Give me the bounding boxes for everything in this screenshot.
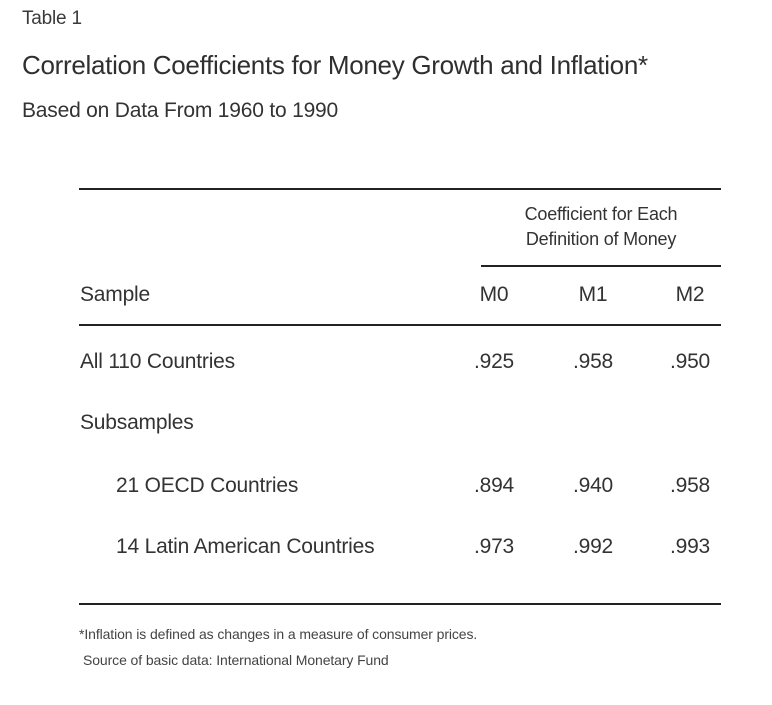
footnote-inflation: *Inflation is defined as changes in a me… xyxy=(79,626,478,642)
table-label: Table 1 xyxy=(22,8,82,29)
column-header-sample: Sample xyxy=(80,283,151,306)
cell-oecd-m0: .894 xyxy=(473,474,515,497)
cell-all-countries-m0: .925 xyxy=(473,350,515,373)
cell-latin-america-m0: .973 xyxy=(473,535,515,558)
cell-oecd-m2: .958 xyxy=(669,474,711,497)
cell-latin-america-m2: .993 xyxy=(669,535,711,558)
top-rule xyxy=(79,188,721,190)
header-rule xyxy=(79,324,721,326)
cell-oecd-m1: .940 xyxy=(572,474,614,497)
group-header: Coefficient for Each Definition of Money xyxy=(481,202,721,252)
row-label-oecd: 21 OECD Countries xyxy=(116,474,299,497)
group-header-rule xyxy=(481,265,721,267)
cell-all-countries-m1: .958 xyxy=(572,350,614,373)
column-header-m2: M2 xyxy=(675,283,705,306)
group-header-line1: Coefficient for Each xyxy=(524,204,678,224)
table-title: Correlation Coefficients for Money Growt… xyxy=(22,50,648,80)
bottom-rule xyxy=(79,603,721,605)
column-header-m0: M0 xyxy=(479,283,509,306)
cell-latin-america-m1: .992 xyxy=(572,535,614,558)
row-label-all-countries: All 110 Countries xyxy=(80,350,235,373)
footnote-source: Source of basic data: International Mone… xyxy=(83,652,389,668)
column-header-m1: M1 xyxy=(578,283,608,306)
table-subtitle: Based on Data From 1960 to 1990 xyxy=(22,99,339,122)
group-header-line2: Definition of Money xyxy=(525,229,677,249)
row-label-latin-america: 14 Latin American Countries xyxy=(116,535,375,558)
cell-all-countries-m2: .950 xyxy=(669,350,711,373)
row-label-subsamples: Subsamples xyxy=(80,411,194,434)
